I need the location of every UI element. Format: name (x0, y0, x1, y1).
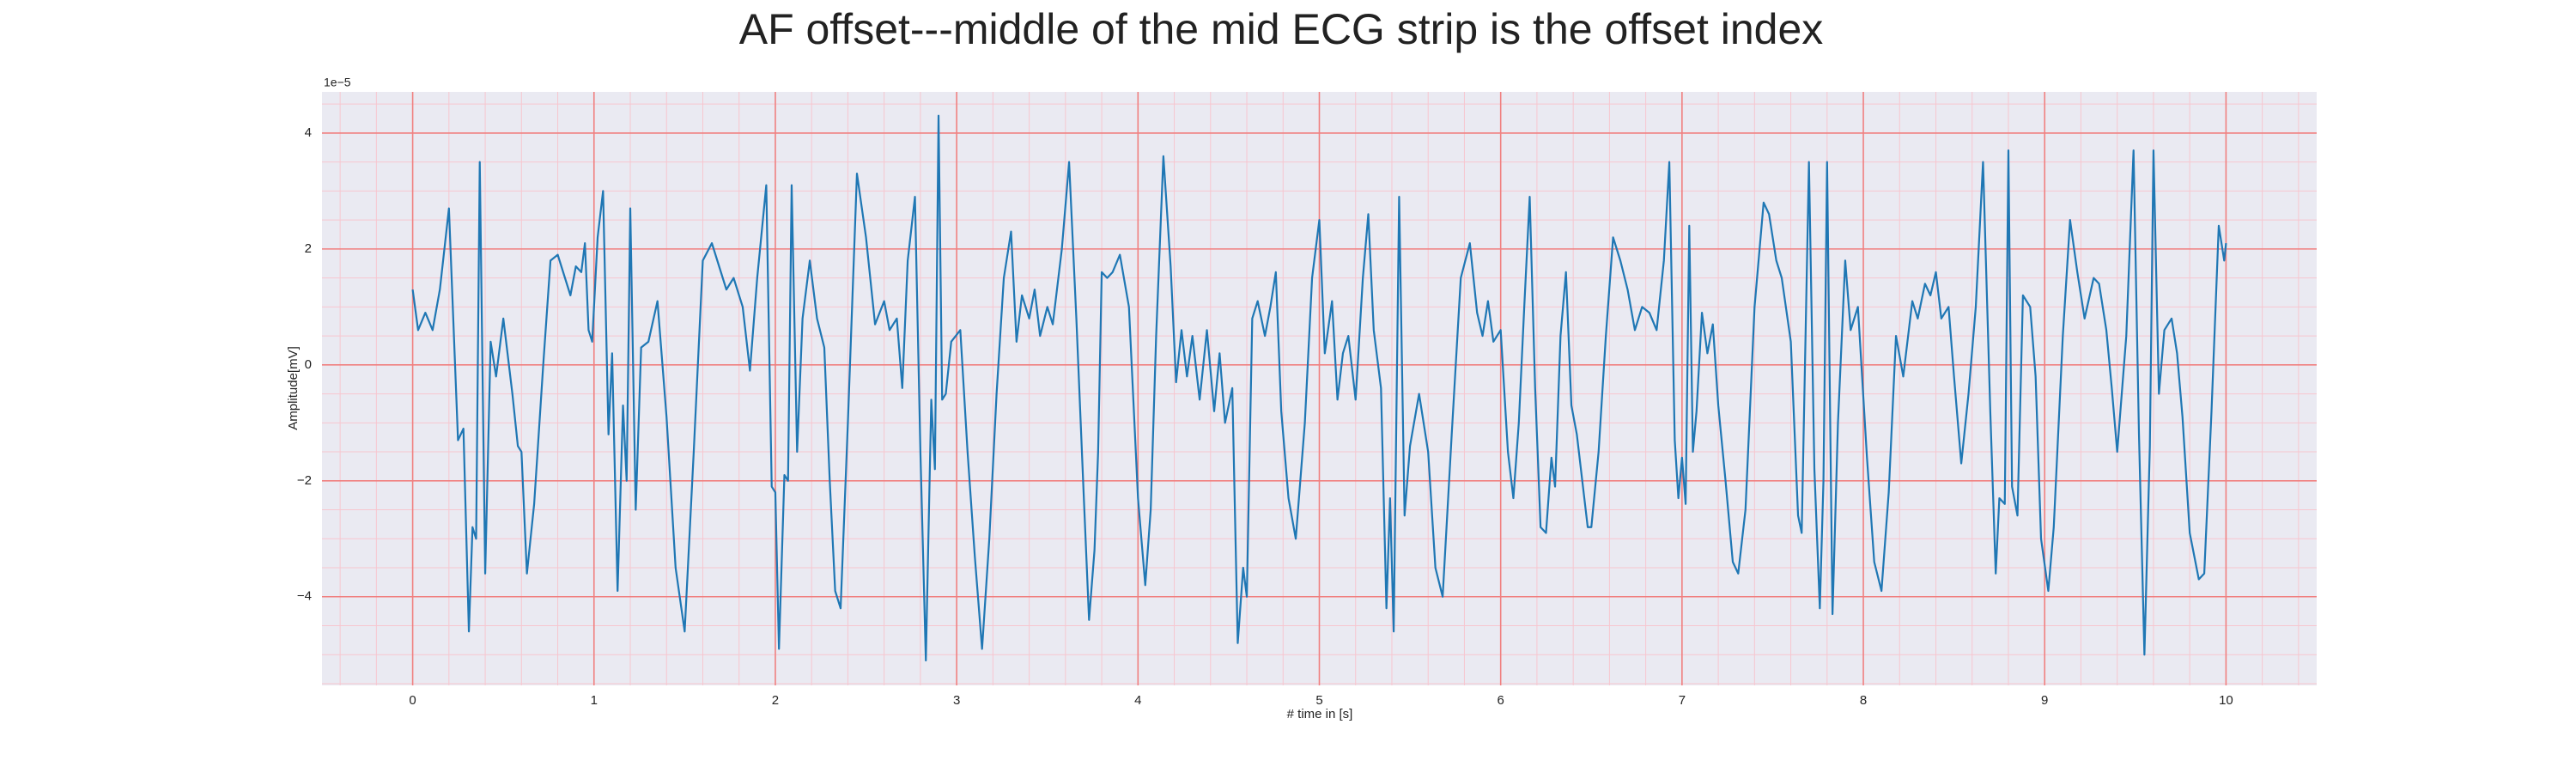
x-tick-label: 8 (1860, 693, 1867, 708)
y-tick-label: 0 (305, 357, 312, 372)
x-tick-label: 6 (1498, 693, 1504, 708)
chart-title: AF offset---middle of the mid ECG strip … (739, 5, 1824, 53)
x-tick-label: 4 (1134, 693, 1141, 708)
x-tick-label: 9 (2041, 693, 2048, 708)
y-axis-label: Amplitude[mV] (286, 346, 301, 430)
x-axis-label: # time in [s] (1287, 707, 1353, 721)
y-tick-label: 4 (305, 125, 312, 140)
y-tick-label: 2 (305, 241, 312, 256)
ecg-line (411, 114, 2227, 662)
y-tick-label: −4 (297, 589, 312, 604)
x-tick-label: 0 (409, 693, 416, 708)
x-tick-label: 5 (1315, 693, 1322, 708)
x-tick-label: 7 (1679, 693, 1686, 708)
x-tick-label: 2 (772, 693, 779, 708)
x-tick-label: 1 (591, 693, 598, 708)
y-offset-label: 1e−5 (324, 76, 351, 89)
x-tick-label: 3 (953, 693, 960, 708)
x-tick-label: 10 (2219, 693, 2233, 708)
y-tick-label: −2 (297, 473, 312, 488)
